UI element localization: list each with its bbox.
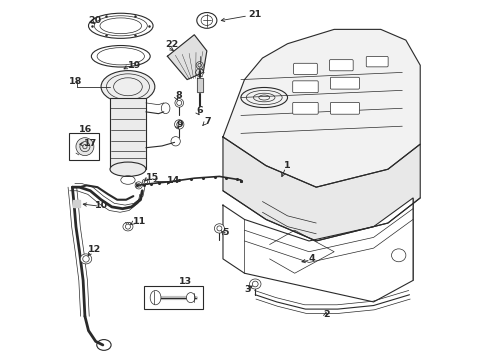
Ellipse shape bbox=[186, 293, 195, 303]
Text: 12: 12 bbox=[88, 246, 101, 255]
Polygon shape bbox=[223, 30, 419, 187]
Ellipse shape bbox=[214, 224, 224, 233]
FancyBboxPatch shape bbox=[330, 77, 359, 89]
FancyBboxPatch shape bbox=[330, 102, 359, 114]
Polygon shape bbox=[167, 35, 206, 80]
Text: 10: 10 bbox=[95, 201, 108, 210]
Ellipse shape bbox=[80, 254, 92, 264]
Text: 5: 5 bbox=[222, 228, 228, 237]
Text: 9: 9 bbox=[176, 120, 183, 129]
Ellipse shape bbox=[122, 222, 133, 231]
FancyBboxPatch shape bbox=[293, 63, 317, 75]
Ellipse shape bbox=[101, 71, 155, 103]
Text: 8: 8 bbox=[175, 91, 182, 100]
Polygon shape bbox=[73, 200, 80, 207]
Text: 3: 3 bbox=[244, 285, 250, 294]
Text: 7: 7 bbox=[204, 117, 210, 126]
Ellipse shape bbox=[110, 162, 145, 176]
Text: 14: 14 bbox=[167, 176, 180, 185]
Polygon shape bbox=[196, 78, 202, 92]
Text: 15: 15 bbox=[146, 173, 159, 182]
Bar bbox=[144, 286, 203, 309]
FancyBboxPatch shape bbox=[292, 81, 318, 93]
Polygon shape bbox=[110, 98, 145, 169]
Text: 17: 17 bbox=[84, 139, 97, 148]
Text: 11: 11 bbox=[132, 217, 145, 226]
FancyBboxPatch shape bbox=[292, 102, 318, 114]
Text: 16: 16 bbox=[79, 125, 92, 134]
Text: 20: 20 bbox=[88, 16, 101, 25]
FancyBboxPatch shape bbox=[329, 60, 352, 71]
Text: 19: 19 bbox=[128, 61, 141, 70]
Text: 21: 21 bbox=[247, 10, 261, 19]
Text: 22: 22 bbox=[165, 40, 179, 49]
FancyBboxPatch shape bbox=[366, 57, 387, 67]
Text: 1: 1 bbox=[284, 161, 290, 170]
Ellipse shape bbox=[76, 138, 94, 156]
Text: 2: 2 bbox=[323, 310, 329, 319]
Text: 6: 6 bbox=[196, 105, 203, 114]
Text: 13: 13 bbox=[179, 276, 191, 285]
Ellipse shape bbox=[150, 291, 161, 305]
Ellipse shape bbox=[249, 279, 261, 289]
Polygon shape bbox=[223, 137, 419, 241]
Polygon shape bbox=[223, 198, 412, 302]
Bar bbox=[69, 134, 99, 160]
Text: 4: 4 bbox=[308, 255, 315, 264]
Text: 18: 18 bbox=[69, 77, 82, 86]
